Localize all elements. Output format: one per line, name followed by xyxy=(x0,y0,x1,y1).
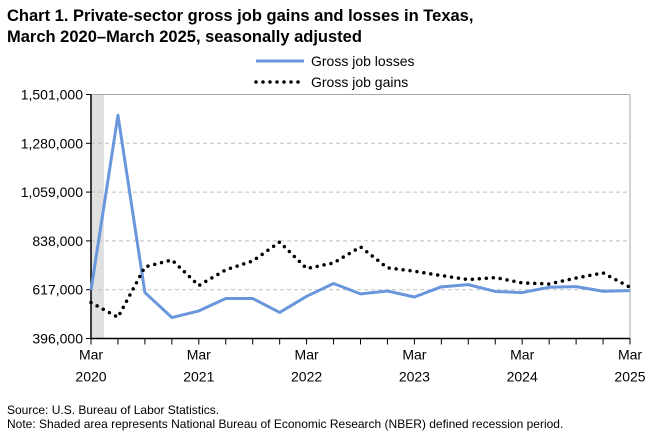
series-line-gains xyxy=(89,240,632,320)
x-tick-label-year: 2024 xyxy=(507,369,538,385)
legend-label: Gross job gains xyxy=(311,74,408,90)
x-tick-label-year: 2023 xyxy=(399,369,430,385)
y-tick-label: 1,280,000 xyxy=(21,135,83,151)
title-line-2: March 2020–March 2025, seasonally adjust… xyxy=(7,28,362,46)
chart-title: Chart 1. Private-sector gross job gains … xyxy=(7,6,473,48)
y-tick-label: 1,501,000 xyxy=(21,87,83,103)
y-tick-label: 396,000 xyxy=(32,331,83,347)
y-tick-label: 838,000 xyxy=(32,233,83,249)
x-tick-label-month: Mar xyxy=(618,347,642,363)
recession-note: Note: Shaded area represents National Bu… xyxy=(7,417,564,431)
x-tick-label-month: Mar xyxy=(402,347,426,363)
source-note: Source: U.S. Bureau of Labor Statistics. xyxy=(7,403,220,417)
x-tick-label-month: Mar xyxy=(79,347,103,363)
x-tick-label-year: 2022 xyxy=(291,369,322,385)
x-tick-label-year: 2020 xyxy=(75,369,106,385)
x-tick-label-month: Mar xyxy=(510,347,534,363)
y-tick-label: 1,059,000 xyxy=(21,184,83,200)
y-tick-label: 617,000 xyxy=(32,282,83,298)
x-tick-label-month: Mar xyxy=(187,347,211,363)
title-line-1: Chart 1. Private-sector gross job gains … xyxy=(7,7,474,25)
x-tick-label-month: Mar xyxy=(295,347,319,363)
x-tick-label-year: 2025 xyxy=(614,369,645,385)
x-tick-label-year: 2021 xyxy=(183,369,214,385)
legend-label: Gross job losses xyxy=(311,53,414,69)
